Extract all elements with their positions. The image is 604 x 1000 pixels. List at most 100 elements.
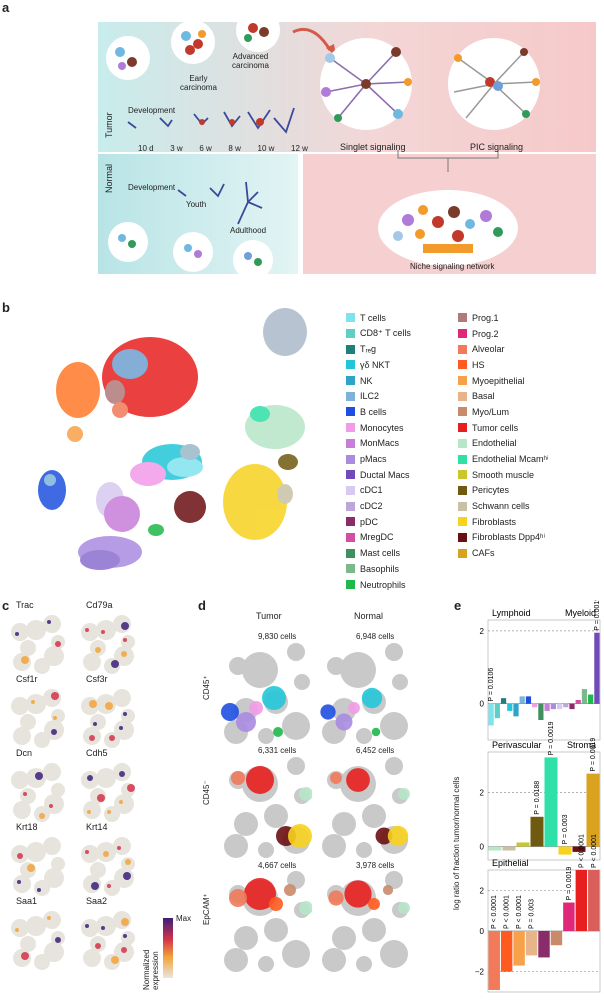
ytick-label: −2 (475, 968, 485, 977)
legend-item: Fibroblasts (458, 514, 549, 530)
ytick-label: 0 (480, 843, 485, 852)
p-value-label: P = 0.0019 (594, 600, 601, 631)
legend-label: Basal (472, 391, 495, 402)
legend-label: MonMacs (360, 438, 400, 449)
panel-c-letter: c (2, 598, 10, 613)
singlet-signaling-label: Singlet signaling (340, 142, 406, 152)
legend-swatch (346, 454, 355, 464)
timepoints-row: 10 d 3 w 6 w 8 w 10 w 12 w (138, 144, 308, 153)
bar (550, 931, 563, 946)
panel-e-ylabel: log ratio of fraction tumor/normal cells (452, 776, 461, 910)
panel-a-background (98, 8, 596, 280)
condition-umap (322, 871, 410, 972)
bar (572, 846, 586, 852)
gene-feature-plot (81, 763, 135, 822)
legend-item: Schwann cells (458, 498, 549, 514)
gene-feature-plot (11, 763, 65, 822)
tumor-axis-label: Tumor (104, 112, 114, 138)
legend-item: Tᵣₑg (346, 341, 411, 357)
panel-d-letter: d (198, 598, 206, 613)
legend-item: Myoepithelial (458, 373, 549, 389)
legend-swatch (458, 438, 467, 448)
gene-feature-plot (11, 911, 65, 970)
p-value-label: P < 0.0001 (491, 895, 498, 929)
development-tumor-label: Development (128, 106, 176, 115)
umap-scatter (38, 308, 307, 570)
col-tumor-header: Tumor (256, 611, 282, 621)
legend-item: Fibroblasts Dpp4ʰⁱ (458, 530, 549, 546)
legend-label: Tᵣₑg (360, 344, 377, 355)
bar (519, 696, 525, 704)
bar (507, 703, 513, 711)
legend-swatch (458, 376, 467, 386)
p-value-label: P < 0.0001 (591, 834, 598, 868)
legend-label: cDC1 (360, 485, 383, 496)
colorbar-max-label: Max (176, 914, 192, 923)
legend-label: Tumor cells (472, 422, 519, 433)
legend-swatch (346, 329, 355, 339)
bar (563, 902, 575, 931)
legend-item: Monocytes (346, 420, 411, 436)
legend-swatch (458, 360, 467, 370)
normal-axis-label: Normal (104, 163, 114, 193)
legend-label: B cells (360, 406, 387, 417)
bar (532, 703, 538, 708)
subplot-title: Myeloid (565, 608, 596, 618)
legend-item: Neutrophils (346, 577, 411, 593)
col-normal-header: Normal (354, 611, 384, 621)
bar (530, 816, 544, 847)
bar (500, 931, 513, 972)
legend-item: Pericytes (458, 483, 549, 499)
bar (558, 846, 572, 855)
legend-label: T cells (360, 312, 386, 323)
legend-label: ILC2 (360, 391, 380, 402)
p-value-label: P = 0.0188 (534, 781, 541, 815)
legend-swatch (458, 313, 467, 323)
bar (586, 773, 600, 847)
legend-label: NK (360, 375, 373, 386)
condition-umap (221, 643, 310, 744)
gene-feature-plot (11, 615, 65, 674)
legend-label: Endothelial Mcamʰⁱ (472, 453, 549, 464)
legend-label: MregDC (360, 532, 394, 543)
p-value-label: P < 0.0001 (578, 834, 585, 868)
cell-count: 6,948 cells (356, 632, 395, 641)
bar (550, 703, 556, 710)
legend-item: MregDC (346, 530, 411, 546)
legend-item: Alveolar (458, 341, 549, 357)
gene-feature-plot (81, 615, 135, 674)
gene-label: Saa1 (16, 896, 38, 906)
bar (525, 931, 538, 956)
legend-swatch (458, 423, 467, 433)
advanced-carcinoma-label: Advanced carcinoma (232, 52, 269, 70)
gene-feature-plot (81, 689, 135, 748)
panel-a-letter: a (2, 0, 10, 15)
ytick-label: 0 (480, 700, 485, 709)
legend-label: CD8⁺ T cells (360, 328, 411, 339)
legend-swatch (458, 407, 467, 417)
p-value-label: P = 0.003 (529, 899, 536, 929)
legend-label: Prog.1 (472, 312, 499, 323)
ytick-label: 2 (480, 886, 485, 895)
timepoint: 3 w (170, 144, 183, 153)
legend-swatch (346, 470, 355, 480)
bar (581, 689, 588, 704)
row-label-cd45neg: CD45⁻ (202, 780, 211, 805)
legend-swatch (346, 564, 355, 574)
legend-swatch (346, 391, 355, 401)
gene-feature-plot (11, 689, 65, 748)
bar (588, 694, 594, 704)
p-value-label: P = 0.0019 (590, 738, 597, 772)
legend-item: pMacs (346, 451, 411, 467)
legend-swatch (346, 313, 355, 323)
panel-b-letter: b (2, 300, 10, 315)
legend-label: Monocytes (360, 422, 404, 433)
panel-e-letter: e (454, 598, 462, 613)
legend-swatch (458, 517, 467, 527)
legend-item: γδ NKT (346, 357, 411, 373)
bar (538, 931, 550, 958)
legend-label: Basophils (360, 563, 400, 574)
legend-item: Myo/Lum (458, 404, 549, 420)
legend-item: pDC (346, 514, 411, 530)
legend-label: Neutrophils (360, 579, 406, 590)
